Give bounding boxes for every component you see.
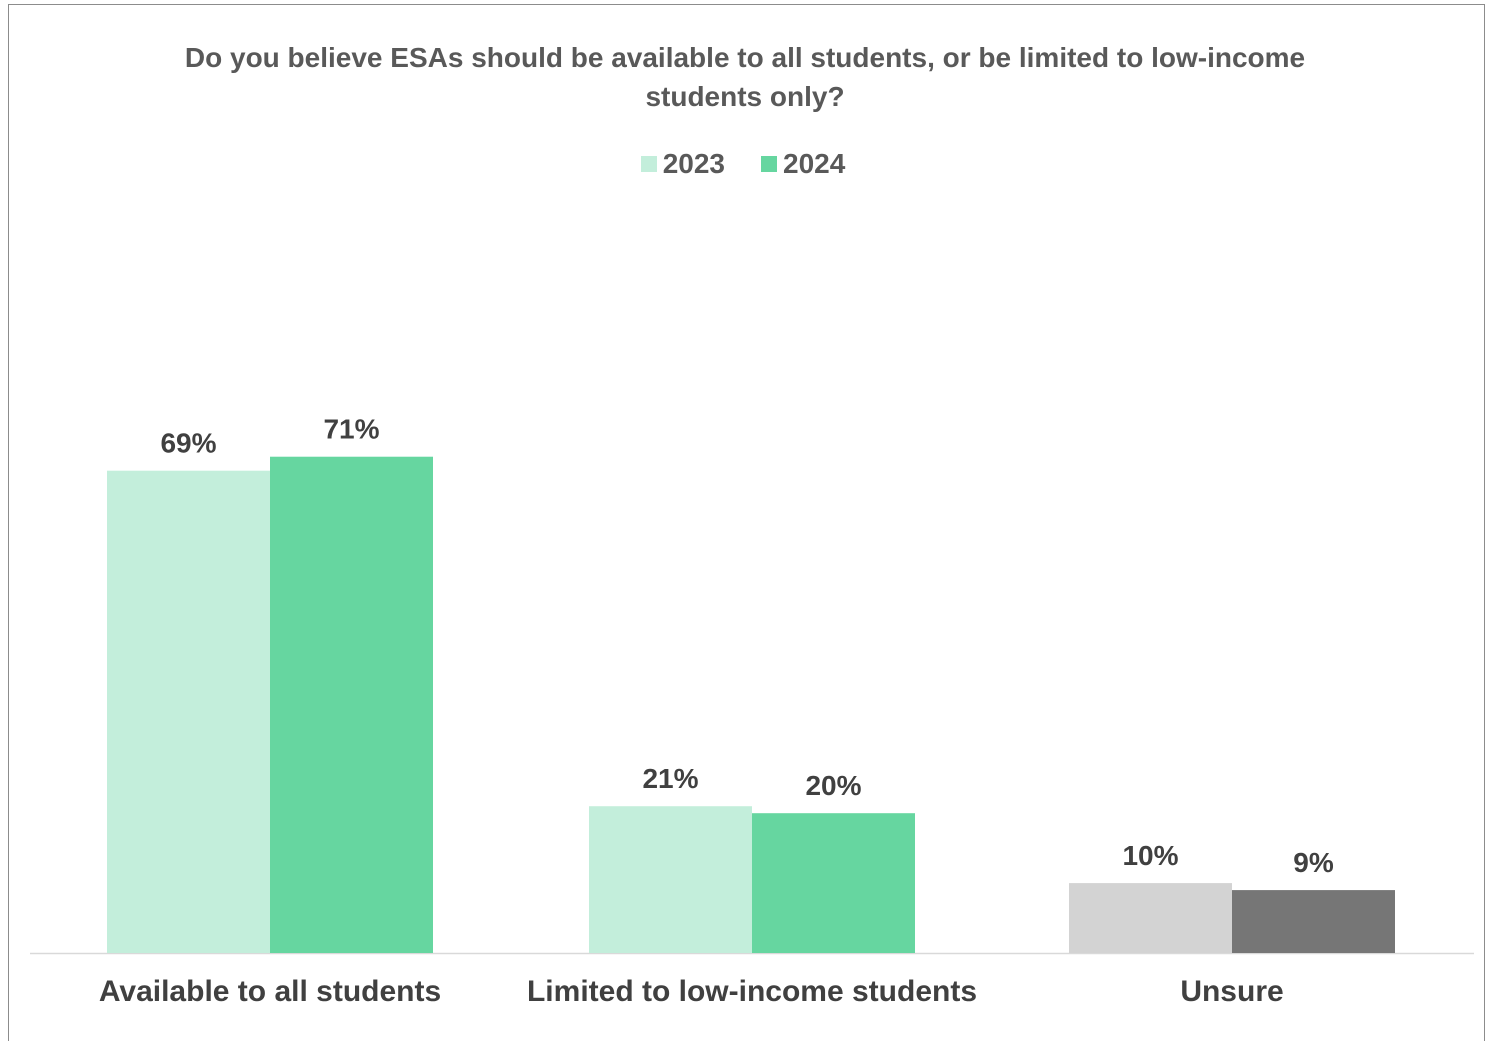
legend-label-2023: 2023 [662, 148, 725, 179]
legend-item-2024: 2024 [761, 148, 845, 180]
data-label-2024-2: 20% [805, 770, 861, 801]
bar-2023-3 [1069, 883, 1232, 953]
category-label-2: Limited to low-income students [527, 975, 977, 1008]
frame-border-right [1484, 4, 1485, 1041]
legend-swatch-2023 [640, 156, 657, 172]
bar-2024-3 [1232, 890, 1395, 953]
chart-title: Do you believe ESAs should be available … [184, 42, 1306, 112]
data-label-2023-3: 10% [1122, 840, 1178, 871]
chart-legend: 2023 2024 [0, 148, 1486, 180]
legend-swatch-2024 [761, 156, 777, 172]
category-label-3: Unsure [1180, 975, 1283, 1008]
frame-border-left [8, 4, 9, 1041]
category-label-1: Available to all students [99, 975, 441, 1008]
data-label-2024-3: 9% [1293, 847, 1334, 878]
bar-2023-2 [589, 806, 752, 953]
frame-border-top [8, 4, 1484, 5]
bar-2023-1 [107, 470, 270, 953]
bar-2024-1 [270, 456, 433, 953]
data-label-2023-1: 69% [160, 428, 216, 459]
legend-label-2024: 2024 [783, 148, 846, 179]
data-label-2024-1: 71% [323, 414, 379, 445]
data-label-2023-2: 21% [642, 763, 698, 794]
bar-2024-2 [752, 813, 915, 953]
legend-item-2023: 2023 [640, 148, 725, 180]
